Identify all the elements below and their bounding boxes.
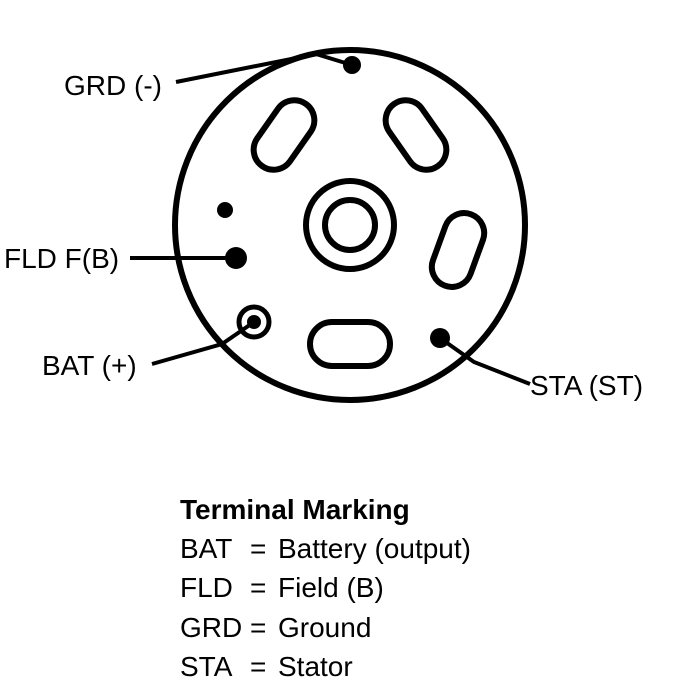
legend-row: FLD = Field (B)	[180, 568, 471, 607]
legend-row: STA = Stator	[180, 647, 471, 686]
legend-value: Battery (output)	[278, 529, 471, 568]
legend-value: Field (B)	[278, 568, 384, 607]
legend-key: GRD	[180, 608, 250, 647]
label-grd: GRD (-)	[64, 70, 162, 102]
legend: Terminal Marking BAT = Battery (output) …	[180, 490, 471, 686]
legend-key: BAT	[180, 529, 250, 568]
label-fld: FLD F(B)	[4, 243, 119, 275]
legend-row: BAT = Battery (output)	[180, 529, 471, 568]
legend-value: Stator	[278, 647, 353, 686]
legend-eq: =	[250, 529, 278, 568]
label-bat: BAT (+)	[42, 350, 137, 382]
legend-eq: =	[250, 608, 278, 647]
diagram-container: GRD (-) FLD F(B) BAT (+) STA (ST) Termin…	[0, 0, 683, 700]
legend-value: Ground	[278, 608, 371, 647]
legend-row: GRD = Ground	[180, 608, 471, 647]
legend-key: STA	[180, 647, 250, 686]
legend-eq: =	[250, 568, 278, 607]
legend-key: FLD	[180, 568, 250, 607]
label-sta: STA (ST)	[530, 370, 643, 402]
legend-eq: =	[250, 647, 278, 686]
legend-title: Terminal Marking	[180, 490, 471, 529]
